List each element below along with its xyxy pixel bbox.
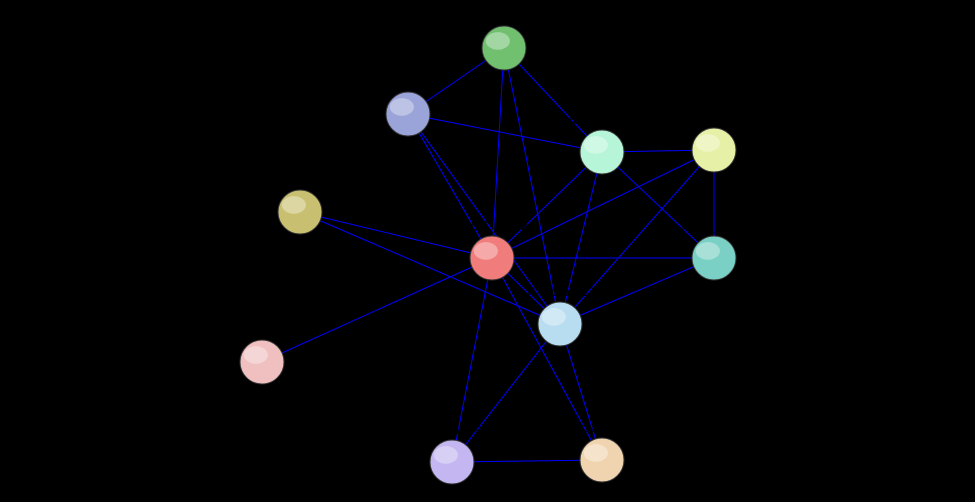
node-label: JCGZ_16489 <box>226 323 298 337</box>
node-highlight <box>696 134 720 152</box>
node-highlight <box>434 446 458 464</box>
node-label: JCGZ_14165 <box>678 219 750 233</box>
node-label: JCGZ_01486 <box>566 113 638 127</box>
node-label: JCGZ_23326 <box>566 421 638 435</box>
node-highlight <box>282 196 306 214</box>
node-highlight <box>244 346 268 364</box>
node-highlight <box>486 32 510 50</box>
node-label: JCGZ_15693 <box>416 423 488 437</box>
node-highlight <box>696 242 720 260</box>
node-label: JCGZ_14163 <box>468 9 540 23</box>
node-highlight <box>584 136 608 154</box>
network-graph: JCGZ_16042 JCGZ_14163 JCGZ_14164 JCGZ_01486… <box>0 0 975 502</box>
node-label: JCGZ_03517 <box>524 285 596 299</box>
node-label: JCGZ_02538 <box>678 111 750 125</box>
node-highlight <box>584 444 608 462</box>
node-highlight <box>542 308 566 326</box>
node-label: JCGZ_08700 <box>264 173 336 187</box>
node-label: JCGZ_14164 <box>372 75 444 89</box>
node-highlight <box>390 98 414 116</box>
node-highlight <box>474 242 498 260</box>
node-label: JCGZ_16042 <box>456 219 528 233</box>
